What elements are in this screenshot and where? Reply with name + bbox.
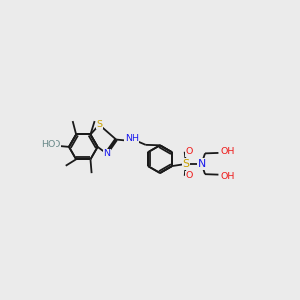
- Text: HO: HO: [41, 140, 55, 149]
- Text: S: S: [97, 120, 103, 129]
- Text: O: O: [51, 140, 58, 149]
- Text: HO: HO: [46, 140, 61, 149]
- Text: OH: OH: [221, 172, 235, 181]
- Text: S: S: [182, 159, 189, 169]
- Text: HO: HO: [40, 140, 54, 149]
- Text: O: O: [185, 147, 193, 156]
- Text: NH: NH: [125, 134, 139, 143]
- Text: O: O: [185, 171, 193, 180]
- Text: N: N: [197, 159, 206, 169]
- Text: OH: OH: [221, 147, 235, 156]
- Text: N: N: [103, 149, 110, 158]
